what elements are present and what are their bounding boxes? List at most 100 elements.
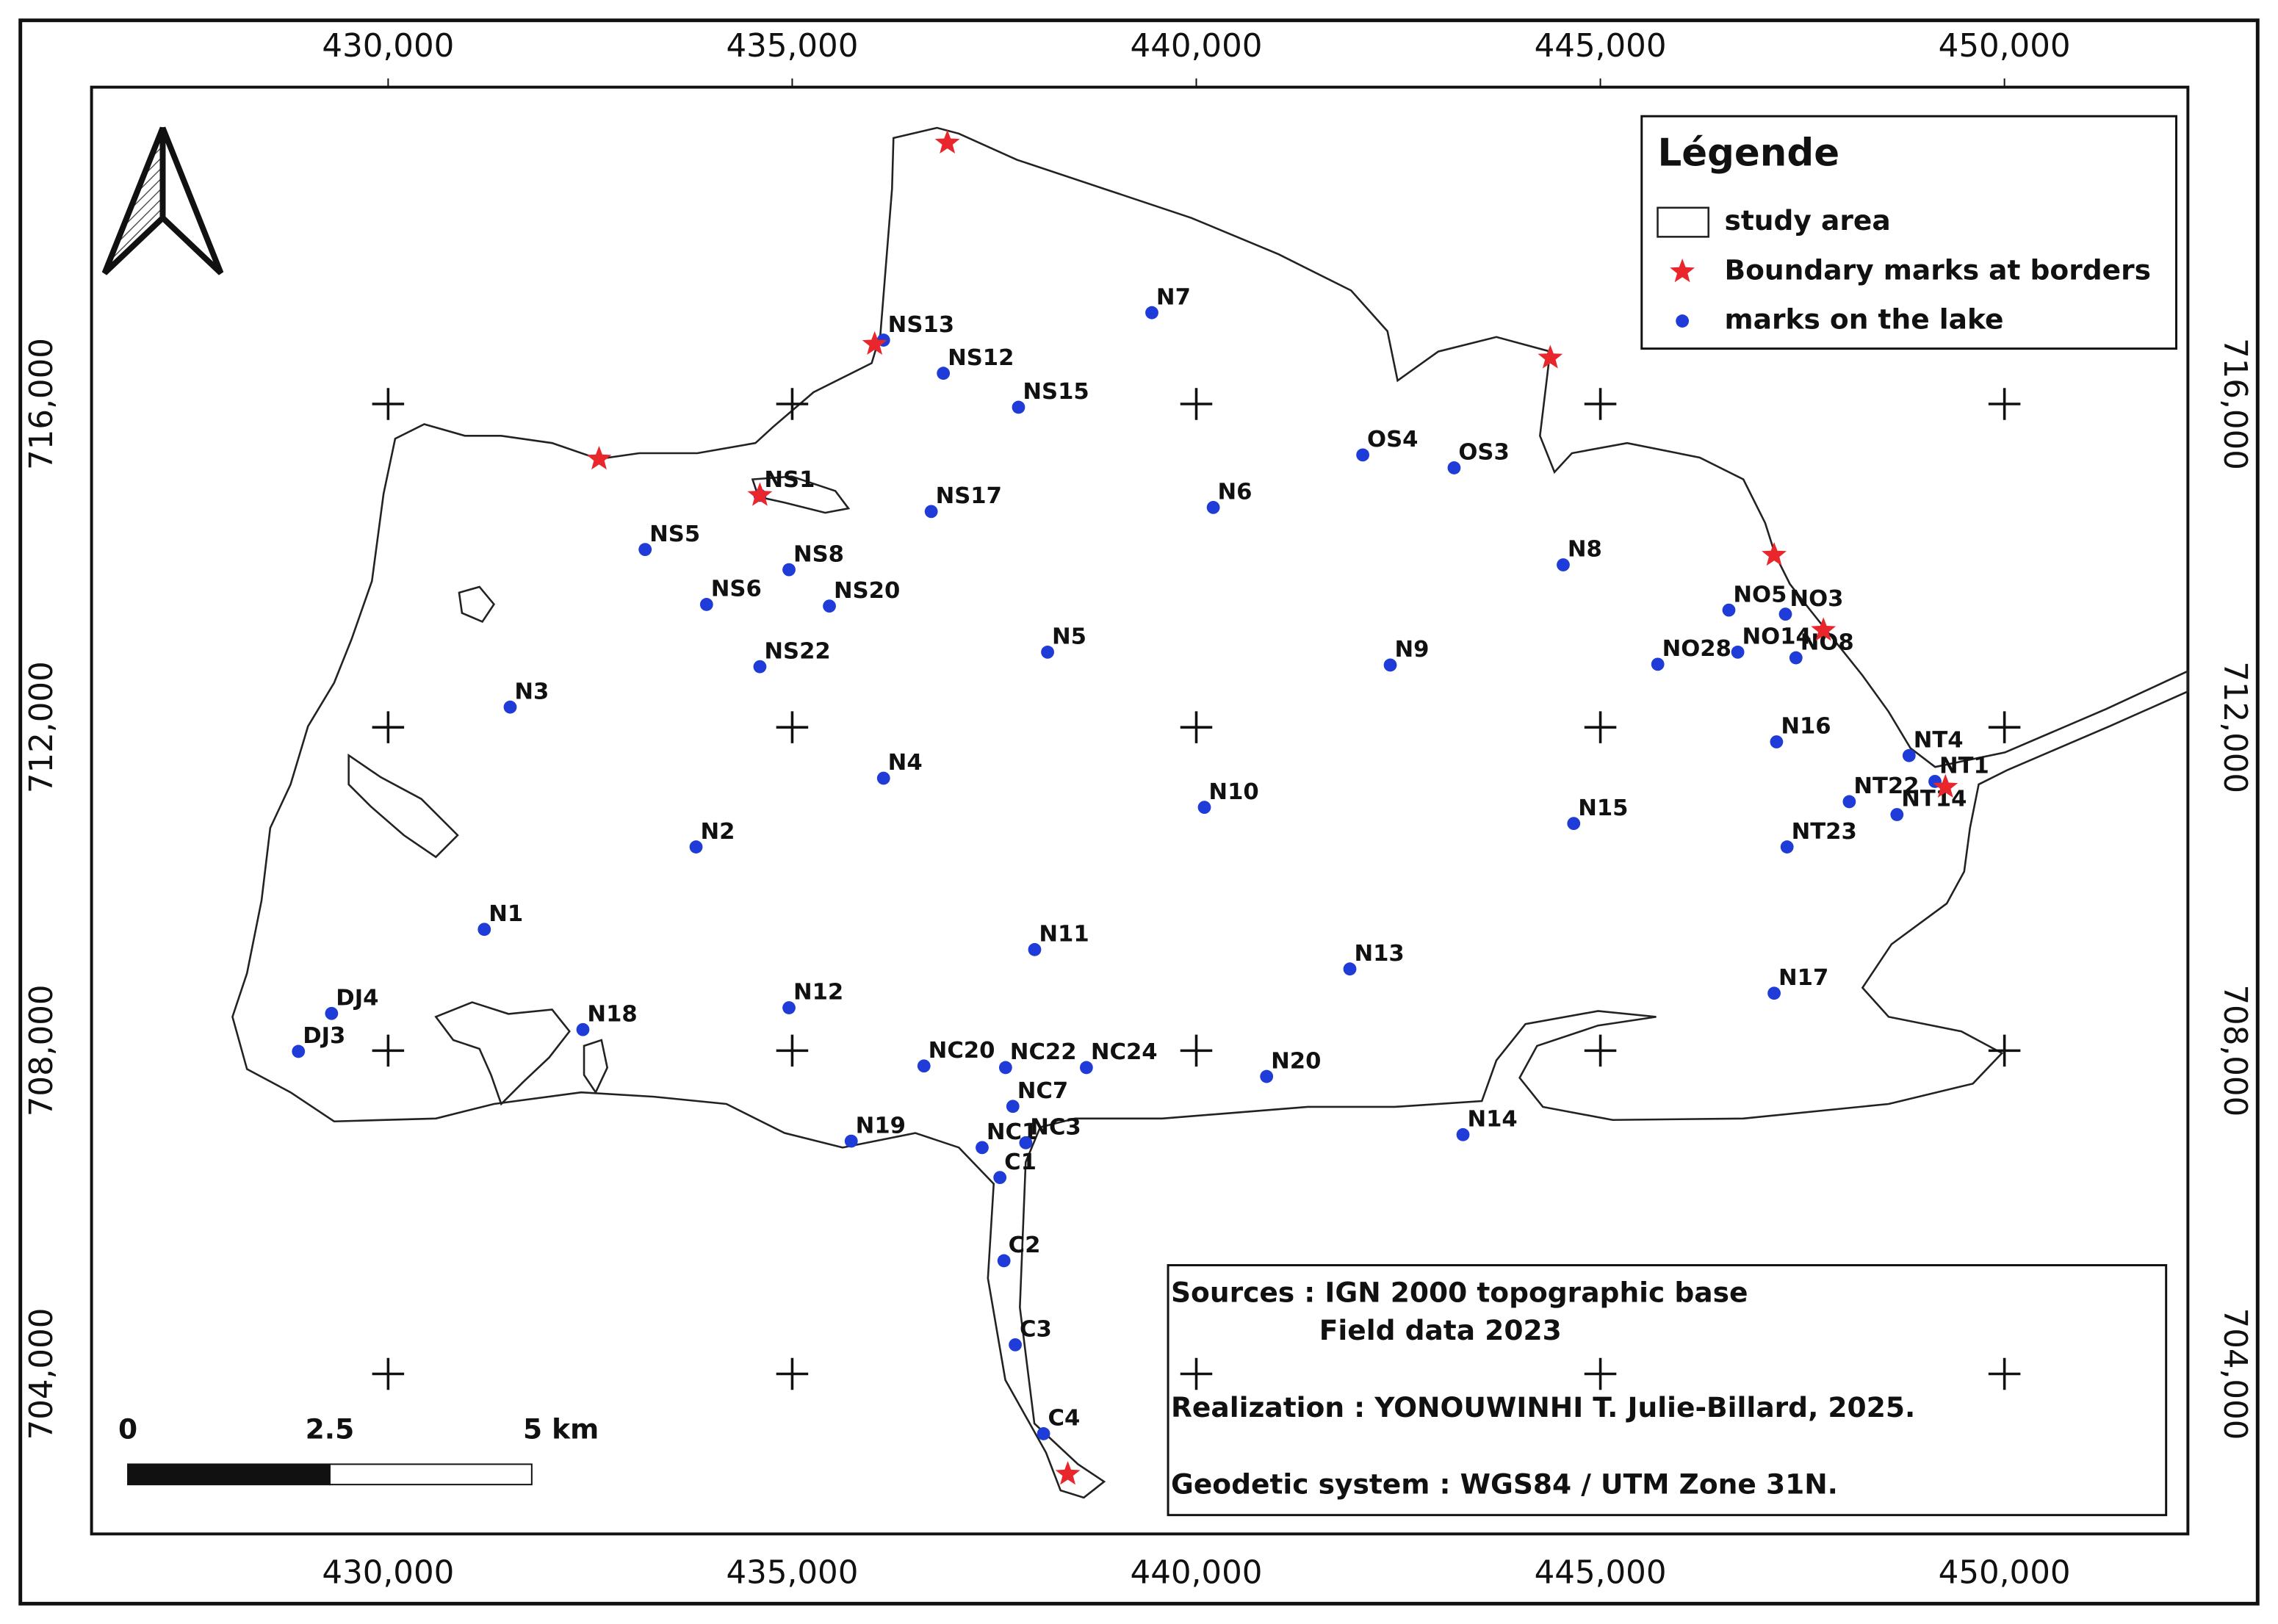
- grid-cross: [776, 1034, 809, 1067]
- note: Field data 2023: [1319, 1314, 1562, 1346]
- lake-mark: [782, 563, 796, 577]
- lake-mark-label: N11: [1039, 922, 1089, 948]
- lake-mark: [993, 1171, 1007, 1185]
- lake-mark: [1037, 1427, 1050, 1440]
- lake-mark: [1197, 801, 1211, 815]
- lake-mark-label: NS20: [834, 578, 900, 604]
- lake-mark-label: N17: [1778, 965, 1828, 991]
- lake-mark-label: N3: [514, 679, 549, 704]
- scale-bar-black: [127, 1463, 331, 1486]
- lake-mark: [997, 1254, 1011, 1268]
- grid-cross: [1988, 388, 2021, 420]
- legend-title: Légende: [1658, 131, 1840, 176]
- lake-mark: [937, 367, 951, 380]
- lake-mark-label: N4: [888, 750, 923, 776]
- scale-bar: 0 2.5 5 km: [118, 1412, 599, 1486]
- legend-symbol: [1657, 206, 1710, 238]
- lake-mark-label: NC3: [1030, 1115, 1081, 1141]
- lake-mark-label: NS1: [764, 467, 815, 493]
- notes-frame: [1167, 1264, 2168, 1517]
- lake-mark-label: NS13: [888, 312, 954, 338]
- lake-mark-label: NS22: [764, 638, 830, 664]
- lake-mark: [1842, 795, 1856, 809]
- lake-mark-label: NT22: [1853, 773, 1919, 799]
- lake-mark-label: NT14: [1901, 787, 1967, 812]
- lake-mark-label: NT23: [1792, 819, 1857, 845]
- lake-mark: [1028, 942, 1042, 956]
- legend-item: marks on the lake: [1724, 303, 2003, 336]
- boundary-mark: [747, 482, 773, 506]
- y-tick-label: 712,000: [24, 661, 60, 793]
- x-tick-label: 445,000: [1535, 28, 1667, 65]
- boundary-mark: [1933, 773, 1958, 798]
- lake-mark-label: N2: [700, 819, 735, 845]
- outer-border: [18, 18, 2260, 1606]
- lake-mark: [1079, 1061, 1093, 1075]
- lake-mark: [1456, 1127, 1470, 1141]
- lake-mark: [1567, 817, 1581, 831]
- lake-mark: [1789, 651, 1803, 665]
- lake-mark-label: N1: [489, 901, 523, 927]
- island: [347, 753, 459, 859]
- boundary-mark: [862, 331, 887, 355]
- lake-mark-label: NS5: [649, 522, 700, 547]
- lake-mark-label: NT4: [1914, 727, 1964, 753]
- lake-mark: [924, 505, 938, 519]
- note: Realization : YONOUWINHI T. Julie-Billar…: [1171, 1391, 1915, 1423]
- lake-mark: [1145, 306, 1158, 320]
- island: [583, 1039, 609, 1094]
- north-arrow-right: [159, 126, 224, 275]
- grid-cross: [1584, 1034, 1617, 1067]
- lake-mark-label: N19: [856, 1113, 906, 1138]
- y-tick-label: 708,000: [2216, 984, 2253, 1116]
- lake-mark: [876, 771, 890, 785]
- grid-cross: [776, 711, 809, 743]
- x-tick-label: 430,000: [322, 1554, 454, 1591]
- x-tick-label: 440,000: [1131, 1554, 1263, 1591]
- grid-cross: [1584, 711, 1617, 743]
- legend-symbol: [1670, 259, 1695, 283]
- lake-mark: [1019, 1136, 1033, 1150]
- lake-mark-label: N12: [793, 980, 843, 1006]
- grid-cross: [1988, 1357, 2021, 1390]
- x-tick-label: 435,000: [726, 1554, 858, 1591]
- legend-frame: [1640, 115, 2178, 350]
- grid-cross: [1988, 1034, 2021, 1067]
- lake-mark: [976, 1141, 989, 1155]
- lake-mark-label: C3: [1020, 1317, 1052, 1343]
- lake-mark-label: NC24: [1091, 1039, 1158, 1065]
- grid-cross: [1180, 388, 1213, 420]
- lake-mark-label: NS15: [1023, 379, 1089, 405]
- lake-mark-label: NO3: [1789, 586, 1843, 612]
- lake-mark-label: N20: [1271, 1048, 1321, 1074]
- lake-mark-label: NC20: [929, 1038, 995, 1064]
- grid-cross: [1584, 388, 1617, 420]
- legend-item: Boundary marks at borders: [1724, 253, 2151, 286]
- lake-mark-label: NS6: [711, 577, 762, 602]
- lake-mark-label: N5: [1052, 624, 1086, 650]
- island: [434, 1001, 571, 1106]
- lake-mark: [1557, 558, 1570, 571]
- lake-mark-label: OS3: [1458, 440, 1509, 466]
- lake-mark-label: NO14: [1742, 624, 1812, 650]
- lake-mark: [1012, 400, 1026, 414]
- x-tick-label: 445,000: [1535, 1554, 1667, 1591]
- lake-mark: [576, 1022, 590, 1036]
- lake-mark-label: C4: [1048, 1406, 1081, 1432]
- island: [458, 585, 496, 624]
- lake-mark: [998, 1061, 1012, 1075]
- lake-mark-label: DJ4: [336, 985, 378, 1011]
- grid-cross: [372, 1034, 405, 1067]
- lake-mark: [1383, 658, 1397, 672]
- grid-cross: [1180, 711, 1213, 743]
- lake-mark: [1356, 448, 1370, 462]
- scale-label: 5 km: [523, 1412, 599, 1445]
- lake-mark: [844, 1134, 858, 1148]
- lake-mark: [1778, 607, 1792, 621]
- scale-label: 0: [118, 1412, 137, 1445]
- lake-mark: [1890, 808, 1904, 821]
- north-arrow: [101, 126, 224, 275]
- grid-cross: [372, 388, 405, 420]
- lake-mark: [1009, 1338, 1022, 1351]
- boundary-mark: [1811, 617, 1837, 641]
